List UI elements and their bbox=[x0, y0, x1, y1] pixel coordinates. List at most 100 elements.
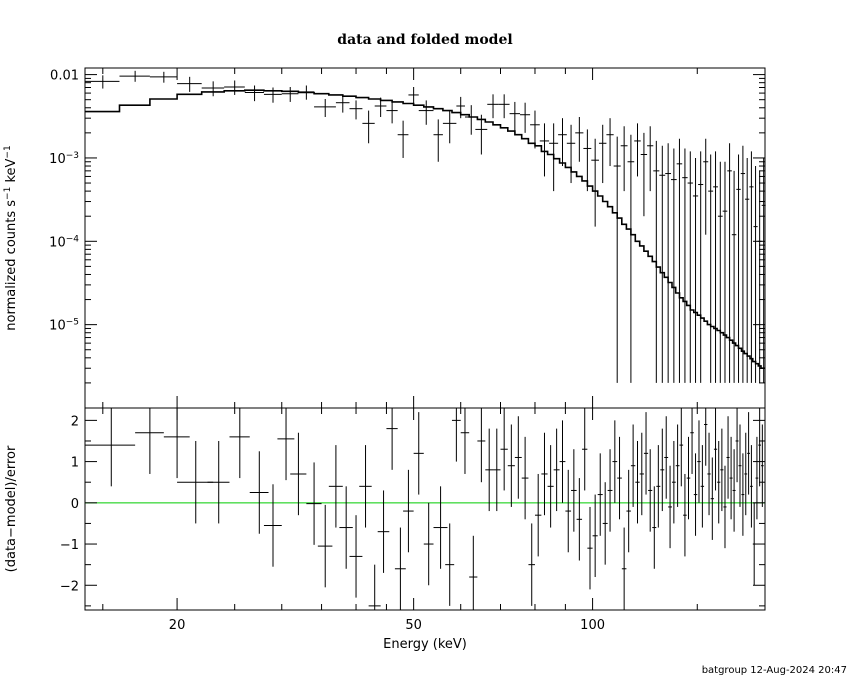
residual-point bbox=[635, 440, 640, 524]
bottom-panel-frame bbox=[84, 407, 766, 611]
data-point bbox=[374, 97, 387, 117]
data-point bbox=[464, 105, 478, 135]
spectrum-data-series bbox=[85, 70, 766, 383]
data-point bbox=[749, 151, 754, 383]
residual-point bbox=[726, 416, 730, 499]
residual-point bbox=[668, 465, 672, 549]
residual-point bbox=[735, 408, 739, 483]
residual-point bbox=[693, 453, 698, 536]
residual-point bbox=[752, 502, 756, 586]
data-point bbox=[566, 124, 576, 184]
x-axis-label: Energy (keV) bbox=[383, 637, 467, 652]
residual-point bbox=[469, 535, 478, 610]
x-tick-label: 50 bbox=[405, 618, 422, 633]
residual-point bbox=[648, 449, 653, 532]
data-point bbox=[687, 151, 693, 383]
residual-point bbox=[643, 412, 649, 495]
y-tick-label: −2 bbox=[60, 579, 79, 594]
data-point bbox=[281, 86, 299, 102]
data-point bbox=[708, 154, 714, 383]
data-point bbox=[408, 86, 419, 106]
residual-point bbox=[704, 408, 708, 466]
chart-title: data and folded model bbox=[337, 32, 512, 48]
residual-point bbox=[597, 453, 603, 536]
residual-point bbox=[317, 504, 333, 588]
residual-point bbox=[717, 440, 721, 524]
residual-point bbox=[758, 408, 761, 487]
data-point bbox=[731, 170, 737, 383]
data-point bbox=[627, 134, 635, 383]
data-point bbox=[634, 123, 641, 177]
data-point bbox=[539, 123, 550, 177]
residual-point bbox=[660, 428, 665, 512]
residual-point bbox=[328, 445, 343, 528]
data-point bbox=[692, 157, 699, 383]
residual-point bbox=[690, 408, 694, 474]
tick-exponent: −3 bbox=[66, 151, 79, 161]
bottom-y-ticks: 2 1 0 −1 −2 bbox=[60, 414, 765, 607]
data-point bbox=[703, 138, 709, 235]
data-point bbox=[606, 118, 614, 167]
residual-point bbox=[403, 469, 414, 553]
residual-point bbox=[720, 428, 724, 512]
residual-point bbox=[729, 436, 733, 520]
data-point bbox=[575, 116, 584, 162]
data-point bbox=[676, 138, 683, 383]
residual-point bbox=[85, 408, 136, 487]
data-point bbox=[583, 129, 592, 192]
data-point bbox=[386, 101, 398, 124]
top-y-axis-label: normalized counts s−1 keV−1 bbox=[3, 145, 19, 330]
data-point bbox=[727, 143, 732, 383]
data-point bbox=[119, 70, 150, 82]
residual-point bbox=[747, 412, 751, 495]
residual-point bbox=[656, 445, 661, 528]
footer-label: batgroup 12-Aug-2024 20:47 bbox=[702, 665, 847, 676]
residual-point bbox=[576, 478, 583, 561]
data-point bbox=[740, 145, 746, 383]
data-point bbox=[558, 118, 567, 167]
data-point bbox=[487, 94, 499, 119]
y-tick-label: 2 bbox=[71, 414, 79, 429]
residual-point bbox=[741, 453, 745, 536]
data-point bbox=[761, 157, 766, 383]
residual-point bbox=[507, 424, 515, 507]
residual-point bbox=[617, 436, 622, 520]
tick-exponent: −5 bbox=[66, 318, 79, 328]
data-point bbox=[335, 94, 350, 113]
data-point bbox=[647, 126, 654, 192]
data-point bbox=[224, 80, 245, 95]
y-tick-label: 1 bbox=[71, 456, 79, 471]
residual-point bbox=[612, 420, 618, 503]
residual-point bbox=[582, 408, 588, 491]
data-point bbox=[85, 75, 120, 89]
residual-point bbox=[528, 523, 535, 606]
residual-point bbox=[621, 527, 627, 610]
residual-point bbox=[433, 486, 448, 569]
residual-point bbox=[713, 408, 718, 491]
data-point bbox=[713, 151, 718, 383]
residual-point bbox=[565, 469, 572, 553]
data-point bbox=[418, 100, 434, 125]
residual-point bbox=[547, 445, 554, 528]
residual-point bbox=[592, 494, 598, 578]
residual-point bbox=[485, 428, 494, 512]
residual-point bbox=[664, 416, 669, 499]
residual-point bbox=[710, 457, 714, 540]
data-point bbox=[349, 100, 363, 120]
residual-point bbox=[679, 408, 684, 487]
data-point bbox=[698, 151, 704, 383]
y-tick-label: 10−4 bbox=[49, 234, 79, 250]
residual-point bbox=[630, 424, 636, 507]
data-point bbox=[509, 101, 521, 132]
tick-base: 10 bbox=[49, 235, 66, 250]
residual-point bbox=[541, 432, 548, 516]
residual-point bbox=[553, 428, 560, 512]
data-point bbox=[201, 81, 225, 97]
data-point bbox=[653, 140, 660, 383]
residual-point bbox=[755, 436, 759, 520]
residual-point bbox=[177, 440, 214, 524]
residual-point bbox=[339, 486, 353, 569]
residual-point bbox=[587, 506, 593, 590]
data-point bbox=[397, 120, 409, 158]
